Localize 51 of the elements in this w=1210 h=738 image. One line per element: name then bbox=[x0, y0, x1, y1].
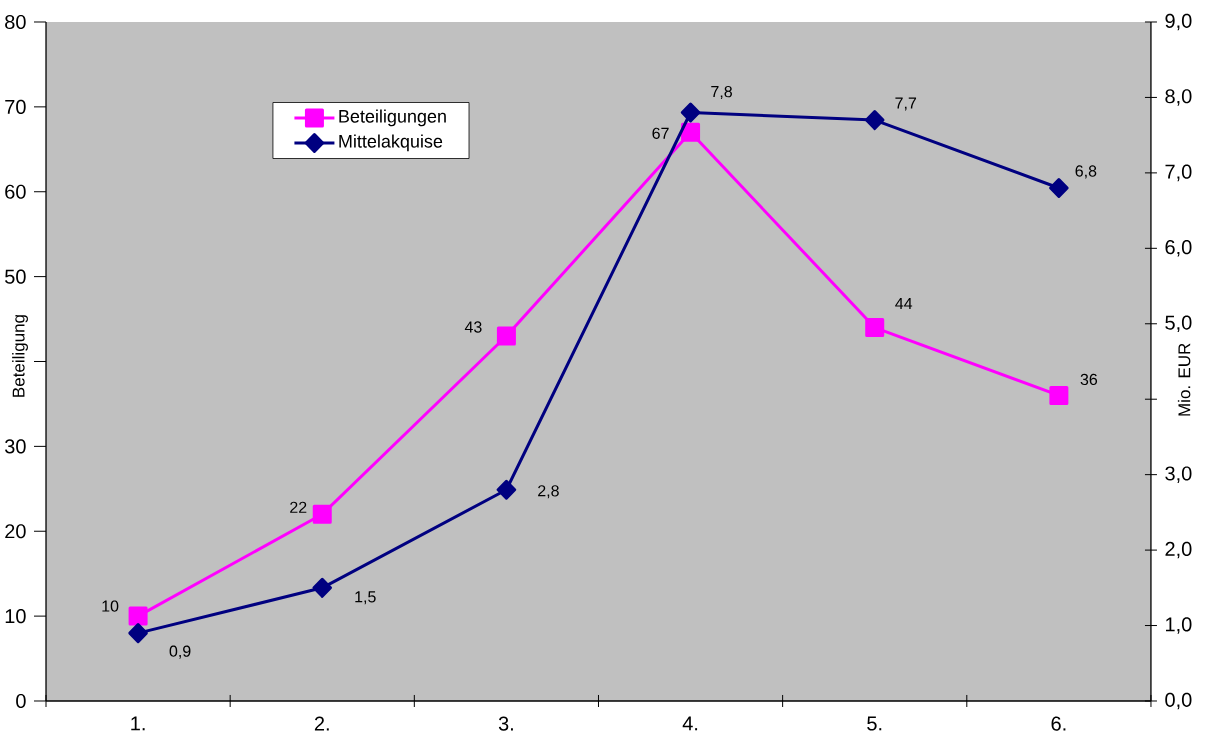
x-tick-label: 2. bbox=[314, 716, 329, 731]
data-label: 44 bbox=[895, 298, 913, 310]
y2-tick-label: 8,0 bbox=[1165, 89, 1192, 106]
y-tick-label: 20 bbox=[5, 524, 26, 539]
data-label: 22 bbox=[290, 501, 307, 513]
point bbox=[128, 606, 148, 626]
point bbox=[128, 623, 148, 644]
y-axis-title: Beteiligung bbox=[12, 315, 28, 397]
y2-tick-label: 7,0 bbox=[1165, 164, 1192, 182]
data-label: 0,9 bbox=[169, 645, 191, 659]
x-tick-label: 5. bbox=[867, 716, 882, 731]
x-tick-label: 4. bbox=[682, 716, 698, 731]
data-label: 43 bbox=[464, 321, 482, 333]
point bbox=[496, 326, 516, 346]
y2-axis-title: Mio. EUR bbox=[1177, 343, 1191, 416]
y-tick-label: 70 bbox=[5, 99, 26, 114]
point bbox=[681, 122, 701, 142]
point bbox=[496, 479, 517, 500]
x-tick-label: 3. bbox=[498, 716, 513, 731]
point bbox=[312, 577, 333, 598]
x-tick-label: 1. bbox=[131, 716, 145, 731]
y-tick-label: 30 bbox=[5, 439, 26, 454]
y2-tick-label: 0,0 bbox=[1165, 692, 1192, 710]
y-tick-label: 0 bbox=[16, 693, 26, 709]
data-label: 7,8 bbox=[711, 85, 732, 100]
y2-tick-label: 5,0 bbox=[1165, 315, 1192, 333]
point bbox=[680, 102, 701, 123]
y2-tick-label: 9,0 bbox=[1165, 13, 1192, 31]
y-tick-label: 80 bbox=[5, 14, 26, 30]
point bbox=[865, 318, 885, 338]
legend-label: Beteiligungen bbox=[339, 109, 446, 127]
data-label: 6,8 bbox=[1075, 165, 1097, 179]
y-tick-label: 60 bbox=[5, 184, 26, 199]
y-tick-label: 10 bbox=[5, 609, 26, 624]
x-tick-label: 6. bbox=[1051, 716, 1066, 731]
y2-tick-label: 6,0 bbox=[1165, 240, 1192, 257]
point bbox=[312, 504, 332, 524]
data-label: 36 bbox=[1080, 373, 1098, 386]
y2-tick-label: 2,0 bbox=[1165, 541, 1192, 559]
data-label: 7,7 bbox=[895, 97, 917, 111]
point bbox=[864, 110, 885, 131]
data-label: 1,5 bbox=[355, 591, 376, 605]
y2-tick-label: 3,0 bbox=[1165, 466, 1192, 483]
data-label: 67 bbox=[652, 127, 669, 139]
data-label: 2,8 bbox=[538, 485, 559, 499]
point bbox=[1049, 385, 1069, 405]
y-tick-label: 50 bbox=[5, 269, 26, 284]
point bbox=[1049, 177, 1069, 198]
legend-label: Mittelakquise bbox=[339, 134, 443, 152]
data-label: 10 bbox=[102, 600, 119, 612]
y2-tick-label: 1,0 bbox=[1166, 617, 1192, 634]
